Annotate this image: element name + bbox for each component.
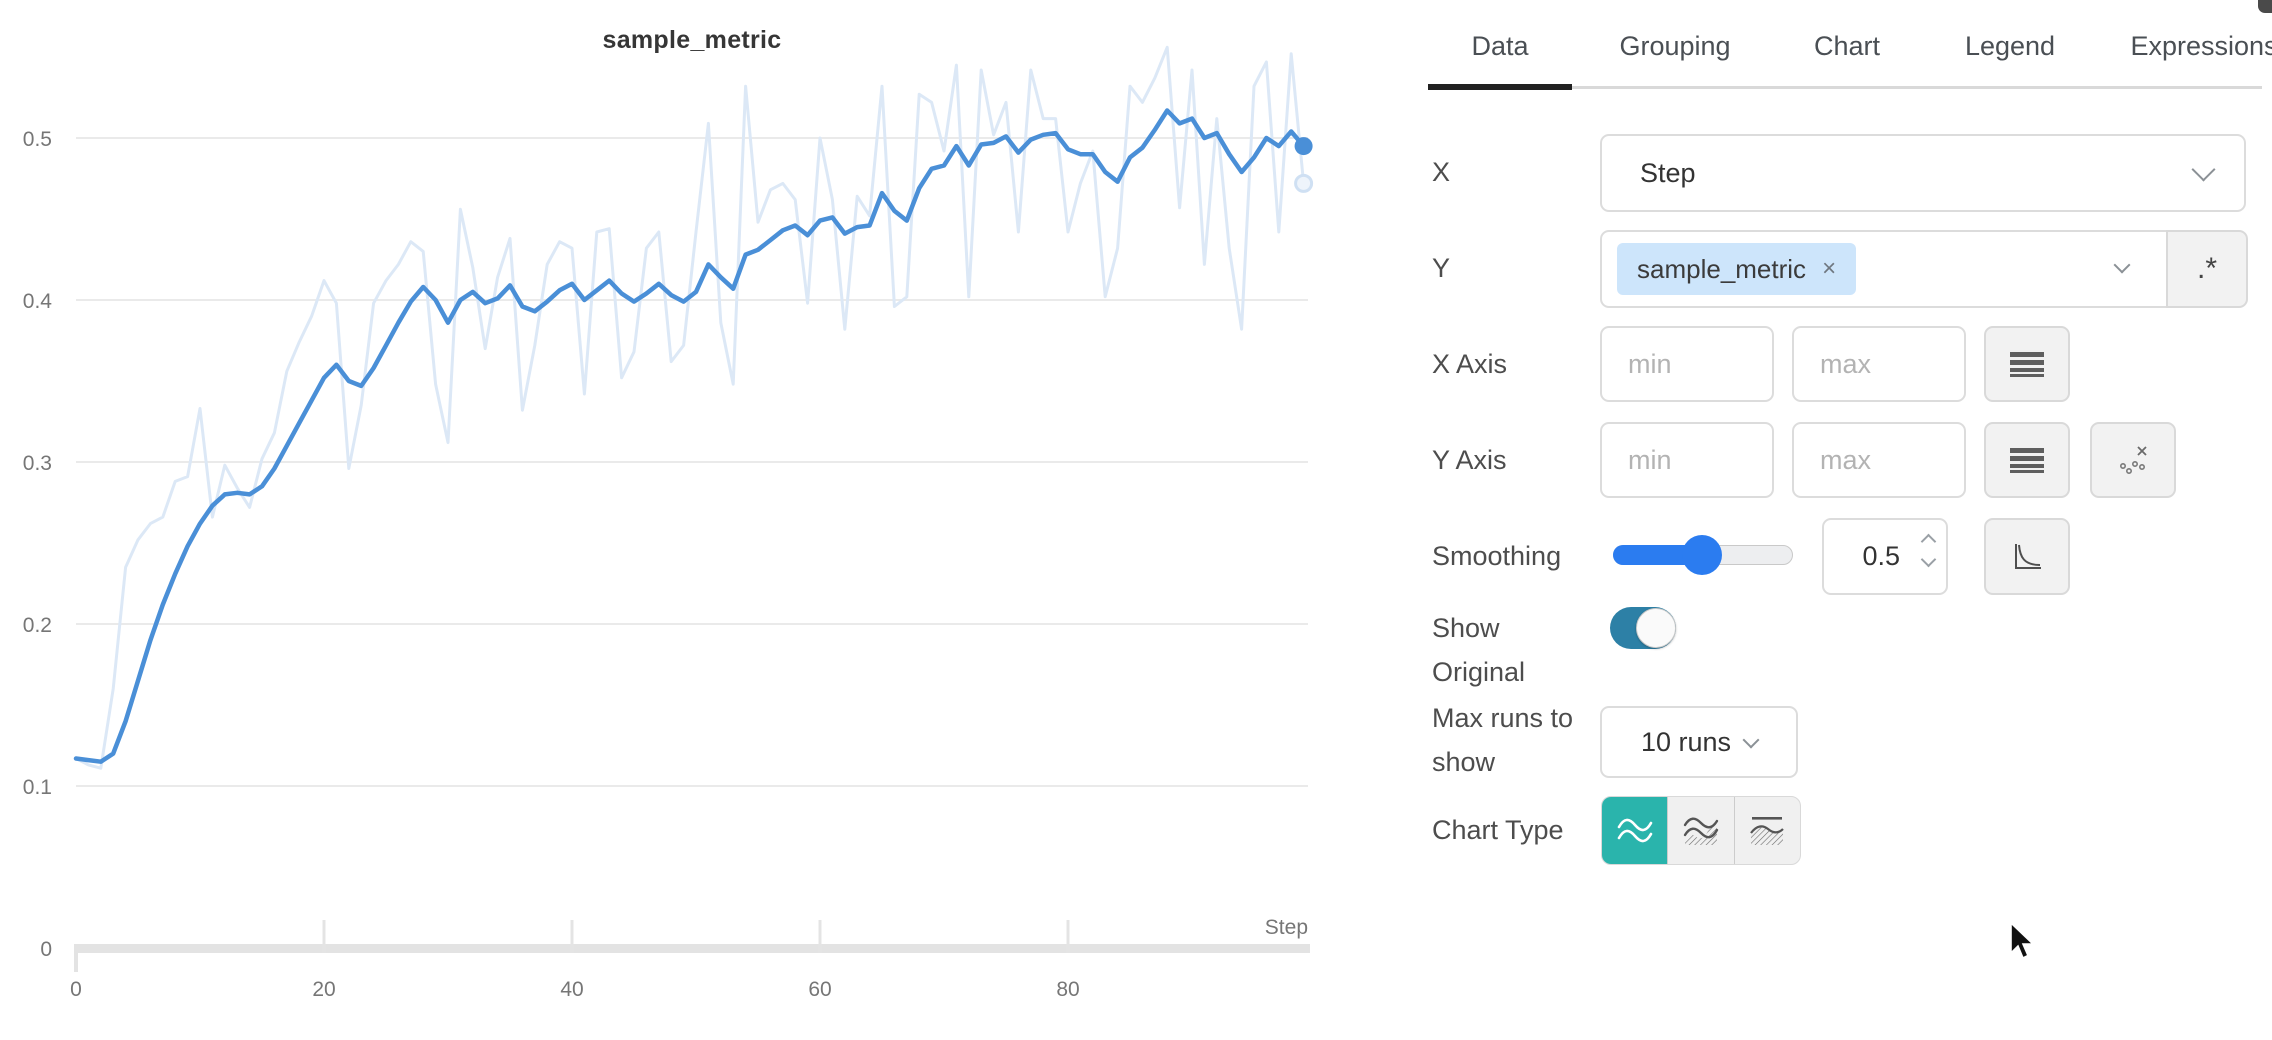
y-tick-label: 0.2 [23,614,52,637]
ignore-outliers-button[interactable] [2090,422,2176,498]
chart-type-label: Chart Type [1432,815,1564,845]
chart-type-area-button[interactable] [1667,797,1733,864]
running-average-curve-icon [2015,543,2041,569]
toggle-knob [1636,608,1676,648]
x-axis-log-scale-button[interactable] [1984,326,2070,402]
smoothing-value-input[interactable]: 0.5 [1822,518,1948,595]
x-tick-label: 0 [70,978,82,1001]
y-axis-max-input[interactable] [1792,422,1966,498]
x-select-value: Step [1640,157,1696,188]
chart-type-line-button[interactable] [1602,797,1668,864]
x-axis-min-input[interactable] [1600,326,1774,402]
y-tick-label: 0.4 [23,290,53,313]
smoothed-series-line [73,108,1306,764]
tab-underline-track [1428,86,2262,89]
y-tick-label: 0.5 [23,128,52,151]
x-axis-line [74,944,1310,953]
smoothed-endpoint-dot [1294,137,1313,156]
remove-metric-icon[interactable]: × [1822,255,1837,282]
metric-tag: sample_metric × [1617,243,1857,295]
show-original-toggle[interactable] [1610,607,1676,649]
x-axis-title: Step [1265,916,1308,939]
number-stepper[interactable] [1920,533,1937,568]
corner-artifact [2258,0,2272,13]
log-scale-icon [2010,352,2044,377]
y-tick-label: 0.3 [23,452,52,475]
chart-type-button-group [1601,796,1801,865]
active-tab-indicator [1428,84,1572,90]
outliers-icon [2120,446,2147,474]
chevron-down-icon [2113,256,2131,274]
x-axis-origin-tick [74,944,78,972]
x-tick-label: 80 [1056,978,1079,1001]
original-series-line [74,45,1306,770]
smoothing-slider-thumb[interactable] [1682,535,1722,575]
tab-legend[interactable]: Legend [1964,31,2056,61]
line-chart-icon [1617,818,1652,842]
chevron-down-icon [2191,156,2216,182]
smoothing-label: Smoothing [1432,541,1562,571]
x-tick-label: 40 [560,978,583,1001]
x-tick-label: 60 [808,978,831,1001]
y-axis-label: Y Axis [1432,445,1507,475]
area-chart-icon [1683,817,1719,845]
max-runs-label: Max runs to show [1432,703,1574,777]
log-scale-icon [2010,448,2044,473]
line-chart-plot[interactable]: 0 0.1 0.2 0.3 0.4 0.5 0 20 40 60 80 Step [0,0,1360,1040]
regex-toggle-button[interactable]: .* [2166,230,2248,308]
mouse-cursor [2010,922,2035,960]
x-axis-max-input[interactable] [1792,326,1966,402]
smoothing-slider-fill [1613,545,1703,565]
chart-title: sample_metric [602,26,782,54]
chevron-down-icon [1742,731,1760,749]
y-tick-label: 0 [40,938,52,961]
x-tick-label: 20 [312,978,335,1001]
smoothing-algorithm-button[interactable] [1984,518,2070,595]
y-axis-log-scale-button[interactable] [1984,422,2070,498]
max-runs-select[interactable]: 10 runs [1600,706,1798,778]
tab-expressions[interactable]: Expressions [2130,31,2272,61]
x-axis-label: X Axis [1432,349,1508,379]
tab-chart[interactable]: Chart [1813,31,1881,61]
x-label: X [1432,157,1451,187]
tab-grouping[interactable]: Grouping [1619,31,1731,61]
percentile-chart-icon [1750,816,1785,845]
x-select[interactable]: Step [1600,134,2246,212]
y-axis-min-input[interactable] [1600,422,1774,498]
y-tick-label: 0.1 [23,776,52,799]
chart-type-percentile-button[interactable] [1733,797,1800,864]
show-original-label: Show Original [1432,613,1526,687]
y-metric-combobox[interactable]: sample_metric × [1600,230,2168,308]
original-endpoint-dot [1294,173,1314,193]
tab-data[interactable]: Data [1471,31,1529,61]
y-label: Y [1432,253,1451,283]
